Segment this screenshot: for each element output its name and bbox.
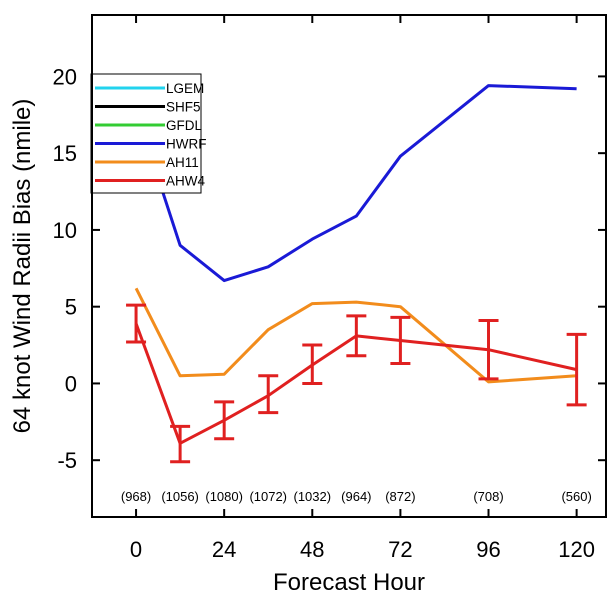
x-tick-label: 96: [476, 537, 500, 562]
legend-label: GFDL: [166, 118, 202, 133]
legend-label: AHW4: [166, 174, 205, 189]
sample-count-label: (968): [121, 489, 151, 504]
series-line-ah11: [134, 287, 577, 384]
axes-group: 0 24 48 72 96 120 -5 0 5 10 15 20: [53, 15, 606, 562]
sample-count-label: (1032): [293, 489, 331, 504]
y-tick-label: 10: [53, 218, 77, 243]
y-tick-label: 15: [53, 141, 77, 166]
legend-box: [90, 73, 202, 194]
sample-counts-group: (968) (1056) (1080) (1072) (1032) (964) (872) (…: [121, 489, 592, 504]
y-tick-label: 0: [65, 371, 77, 396]
legend-label: LGEM: [166, 81, 204, 96]
x-tick-label: 120: [558, 537, 595, 562]
legend-label: HWRF: [166, 137, 207, 152]
error-bar: [214, 400, 235, 441]
error-bar: [478, 318, 499, 381]
error-bar: [302, 343, 323, 385]
sample-count-label: (708): [473, 489, 503, 504]
sample-count-label: (1056): [161, 489, 199, 504]
x-tick-label: 0: [130, 537, 142, 562]
legend-label: SHF5: [166, 100, 201, 115]
legend: LGEM SHF5 GFDL HWRF AH11 AHW4: [90, 73, 207, 194]
error-bar: [126, 303, 147, 344]
sample-count-label: (872): [385, 489, 415, 504]
error-bar: [258, 374, 279, 415]
error-bar: [346, 314, 367, 358]
plot-frame: [91, 14, 607, 518]
error-bar: [390, 315, 411, 365]
series-group: [126, 84, 587, 464]
x-axis-title: Forecast Hour: [273, 569, 425, 596]
series-line-hwrf: [134, 84, 577, 283]
y-tick-label: 20: [53, 64, 77, 89]
error-bar: [170, 424, 191, 464]
x-tick-label: 48: [300, 537, 324, 562]
y-tick-label: -5: [57, 448, 77, 473]
legend-label: AH11: [166, 155, 199, 170]
sample-count-label: (964): [341, 489, 371, 504]
x-tick-label: 72: [388, 537, 412, 562]
x-tick-label: 24: [212, 537, 236, 562]
y-tick-label: 5: [65, 295, 77, 320]
error-bar: [566, 332, 587, 407]
y-axis-title: 64 knot Wind Radii Bias (nmile): [9, 99, 36, 434]
sample-count-label: (1080): [205, 489, 243, 504]
sample-count-label: (560): [561, 489, 591, 504]
sample-count-label: (1072): [249, 489, 287, 504]
